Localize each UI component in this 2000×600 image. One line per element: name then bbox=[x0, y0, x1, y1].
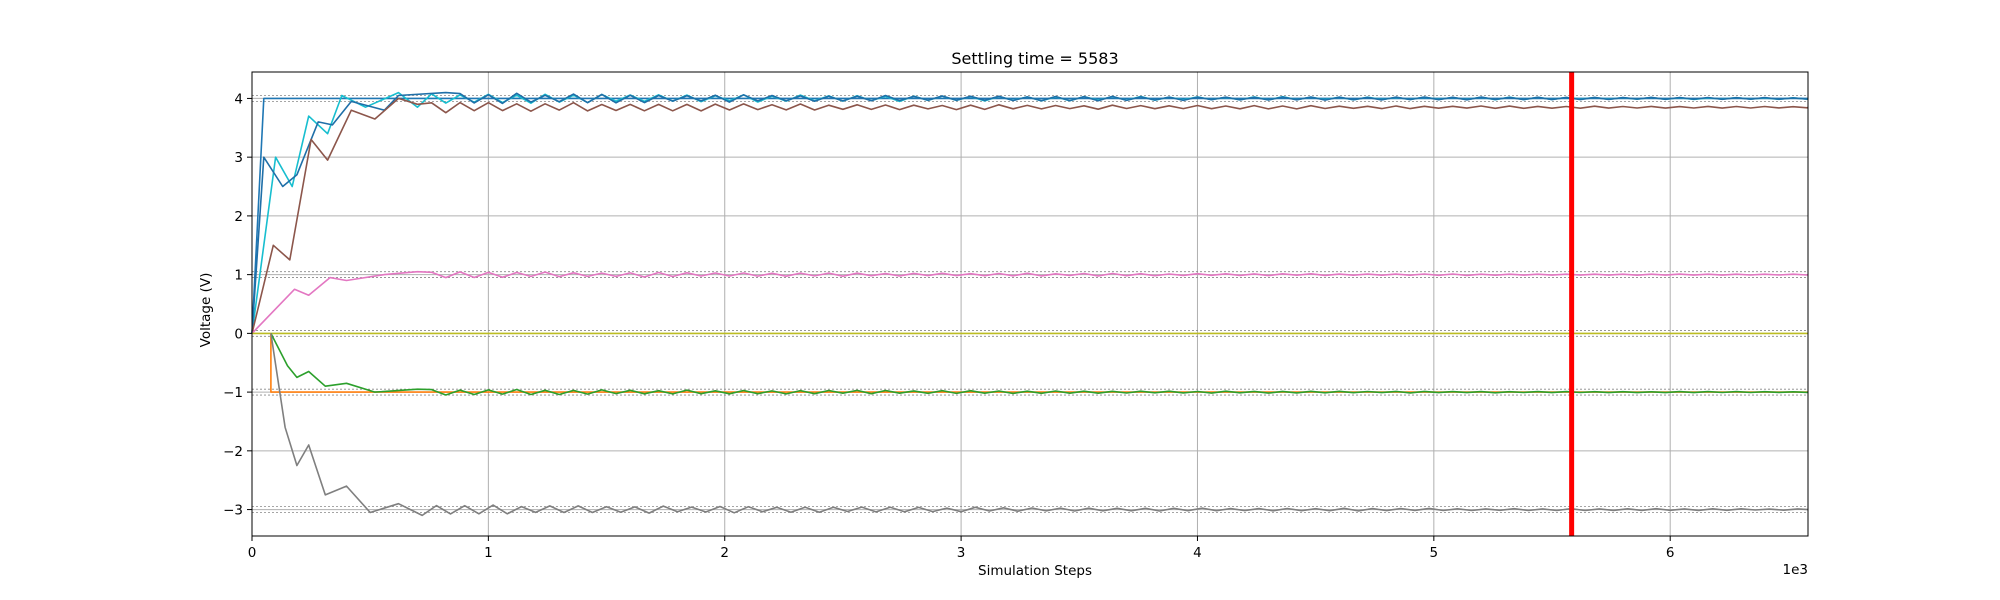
x-axis-label: Simulation Steps bbox=[978, 563, 1092, 579]
series-line bbox=[251, 97, 1809, 334]
x-tick-label: 5 bbox=[1430, 545, 1439, 561]
y-tick-label: 4 bbox=[234, 91, 243, 107]
x-tick-label: 6 bbox=[1666, 545, 1675, 561]
y-tick-label: −3 bbox=[223, 503, 243, 519]
y-tick-label: 0 bbox=[234, 326, 243, 342]
x-tick-label: 1 bbox=[484, 545, 493, 561]
plot-frame bbox=[251, 71, 1809, 537]
x-tick-label: 3 bbox=[957, 545, 966, 561]
y-tick-label: −2 bbox=[223, 444, 243, 460]
y-tick-label: 3 bbox=[234, 150, 243, 166]
series-line bbox=[270, 333, 1809, 517]
x-tick-label: 0 bbox=[248, 545, 257, 561]
tolerance-bands bbox=[252, 95, 1808, 513]
y-tick-label: −1 bbox=[223, 385, 243, 401]
y-axis-label: Voltage (V) bbox=[198, 273, 214, 348]
chart-title: Settling time = 5583 bbox=[951, 49, 1118, 68]
x-axis-offset-label: 1e3 bbox=[1783, 562, 1808, 578]
x-tick-label: 4 bbox=[1193, 545, 1202, 561]
axis-ticks: 0 1 2 3 4 5 6 −3 −2 −1 0 1 2 3 4 bbox=[223, 91, 1674, 561]
y-tick-label: 2 bbox=[234, 209, 243, 225]
y-tick-label: 1 bbox=[234, 268, 243, 284]
x-tick-label: 2 bbox=[720, 545, 729, 561]
